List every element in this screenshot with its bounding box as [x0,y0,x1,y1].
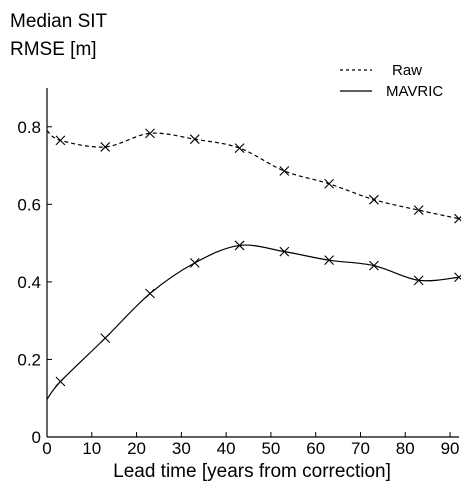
data-point-raw [454,213,461,224]
y-tick-label: 0 [32,428,41,447]
axes [46,88,459,438]
legend-raw-label: Raw [392,62,422,79]
series-mavric [46,240,461,400]
series-layer [46,128,461,400]
y-tick-label: 0.6 [17,195,41,214]
data-point-mavric [100,333,111,344]
x-tick-label: 70 [351,439,370,458]
data-point-raw [55,135,66,146]
x-tick-label: 60 [306,439,325,458]
data-point-raw [369,194,379,205]
x-tick-label: 10 [82,439,101,458]
x-tick-label: 40 [217,439,236,458]
series-line-mavric [46,244,460,400]
data-point-mavric [454,272,461,283]
data-point-mavric [324,255,335,266]
data-point-raw [145,128,155,139]
data-point-raw [324,178,335,189]
x-tick-label: 20 [127,439,146,458]
y-tick-label: 0.4 [17,273,41,292]
data-point-raw [279,166,290,176]
legend-mavric-label: MAVRIC [386,83,443,100]
x-tick-label: 0 [42,439,51,458]
y-tick-label: 0.8 [17,118,41,137]
data-point-raw [234,143,245,153]
data-point-mavric [145,288,155,299]
x-tick-label: 50 [261,439,280,458]
x-tick-label: 80 [396,439,415,458]
data-point-raw [189,134,200,145]
data-point-mavric [279,246,290,257]
data-point-mavric [413,275,424,286]
data-point-mavric [189,257,200,268]
x-axis-label: Lead time [years from correction] [113,461,391,482]
data-point-mavric [234,240,245,251]
series-raw [46,128,461,224]
data-point-raw [413,205,424,216]
data-point-mavric [55,376,66,387]
x-tick-label: 90 [441,439,460,458]
y-axis-label-line-2: RMSE [m] [10,39,97,60]
y-axis-label-line-1: Median SIT [10,11,108,32]
x-tick-label: 30 [172,439,191,458]
y-tick-label: 0.2 [17,350,41,369]
legend: Raw MAVRIC [340,62,443,100]
series-line-raw [46,130,460,220]
data-point-raw [100,142,111,152]
data-point-mavric [369,260,379,271]
ticks: 0 10 20 30 40 50 60 70 80 90 0 0.2 0.4 0.6 0.8 [17,118,459,458]
